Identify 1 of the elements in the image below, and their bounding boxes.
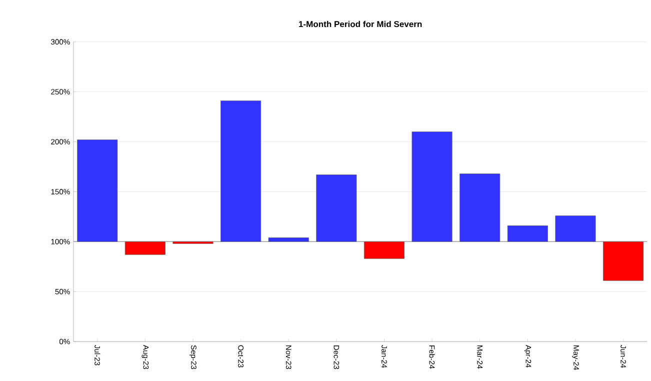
chart-title: 1-Month Period for Mid Severn	[299, 21, 422, 28]
